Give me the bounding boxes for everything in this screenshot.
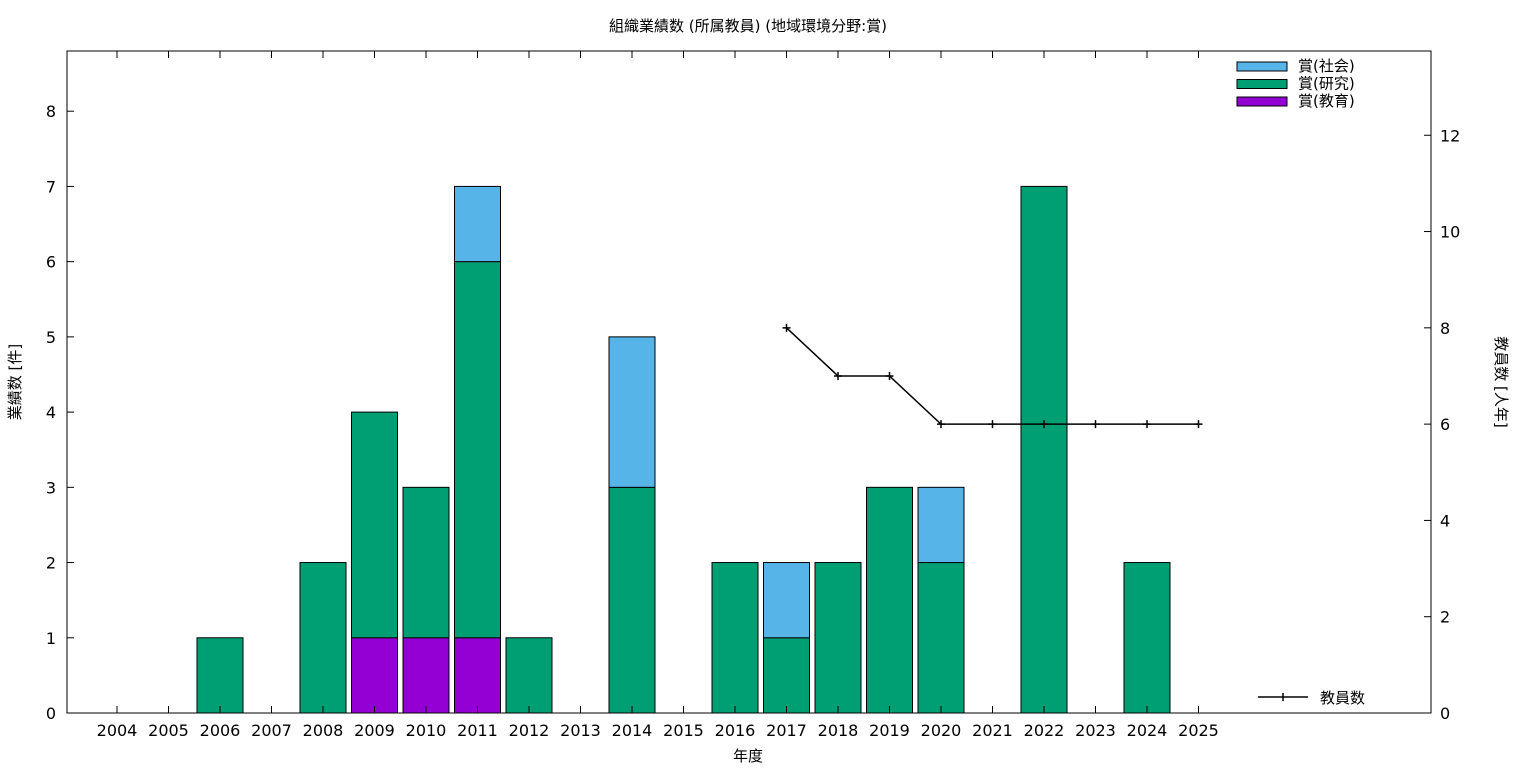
line-point xyxy=(988,420,997,429)
x-tick-label: 2017 xyxy=(766,721,807,740)
line-point xyxy=(1040,420,1048,429)
x-tick-label: 2005 xyxy=(148,721,189,740)
bar-賞(研究)-2012 xyxy=(505,637,553,714)
bar-賞(研究)-2010 xyxy=(402,486,450,639)
line-point xyxy=(782,323,791,332)
chart-title: 組織業績数 (所属教員) (地域環境分野:賞) xyxy=(609,17,887,35)
y-tick-label: 6 xyxy=(46,253,56,272)
y2-tick-label: 10 xyxy=(1440,223,1460,242)
bar-賞(研究)-2016 xyxy=(711,562,759,714)
x-tick-label: 2007 xyxy=(251,721,292,740)
plot-frame xyxy=(66,50,1432,714)
bar-賞(研究)-2014 xyxy=(608,486,656,714)
y-axis-title: 業績数 [件] xyxy=(6,344,24,420)
y-tick-label: 7 xyxy=(46,177,56,196)
x-tick-label: 2014 xyxy=(612,721,653,740)
x-tick-label: 2025 xyxy=(1178,721,1219,740)
x-tick-label: 2011 xyxy=(457,721,498,740)
bar-賞(教育)-2010 xyxy=(402,637,450,714)
y-tick-label: 2 xyxy=(46,554,56,573)
x-axis-title: 年度 xyxy=(733,747,763,765)
legend-swatch xyxy=(1236,96,1288,107)
x-tick-label: 2018 xyxy=(818,721,859,740)
legend-swatch xyxy=(1236,61,1288,72)
x-tick-label: 2006 xyxy=(200,721,241,740)
bar-賞(研究)-2011 xyxy=(454,261,501,639)
bar-賞(研究)-2006 xyxy=(196,637,244,714)
bar-賞(研究)-2022 xyxy=(1020,185,1068,714)
bar-賞(研究)-2008 xyxy=(299,562,347,714)
bar-賞(研究)-2017 xyxy=(763,637,810,714)
line-layer xyxy=(782,323,1203,429)
x-tick-label: 2016 xyxy=(715,721,756,740)
line-point xyxy=(1091,420,1100,429)
line-point xyxy=(1143,420,1151,429)
y-tick-label: 4 xyxy=(46,403,56,422)
y-tick-label: 0 xyxy=(46,704,56,723)
bar-賞(社会)-2017 xyxy=(763,562,810,639)
x-tick-label: 2013 xyxy=(560,721,601,740)
legend-line-label: 教員数 xyxy=(1320,689,1365,707)
y2-tick-label: 2 xyxy=(1440,608,1450,627)
line-point xyxy=(937,420,945,429)
x-tick-label: 2010 xyxy=(406,721,447,740)
y2-tick-label: 4 xyxy=(1440,511,1450,530)
x-tick-label: 2020 xyxy=(921,721,962,740)
y2-axis-title: 教員数 [人年] xyxy=(1492,336,1510,427)
bar-賞(社会)-2020 xyxy=(917,486,965,564)
legend: 賞(社会)賞(研究)賞(教育) 教員数 xyxy=(1236,57,1365,707)
x-tick-label: 2022 xyxy=(1024,721,1065,740)
bar-賞(研究)-2020 xyxy=(917,562,965,714)
bar-賞(社会)-2011 xyxy=(454,185,501,263)
y-tick-label: 8 xyxy=(46,102,56,121)
y2-tick-label: 0 xyxy=(1440,704,1450,723)
bar-賞(研究)-2018 xyxy=(814,562,862,714)
line-point xyxy=(834,371,842,380)
bar-賞(社会)-2014 xyxy=(608,336,656,488)
y2-tick-label: 12 xyxy=(1440,126,1460,145)
bar-賞(教育)-2011 xyxy=(454,637,501,714)
bar-賞(教育)-2009 xyxy=(351,637,398,714)
x-tick-label: 2021 xyxy=(972,721,1013,740)
x-tick-label: 2024 xyxy=(1127,721,1168,740)
legend-swatch xyxy=(1236,79,1288,89)
x-tick-label: 2023 xyxy=(1075,721,1116,740)
line-point xyxy=(885,371,894,380)
bar-layer xyxy=(196,185,1171,714)
legend-label: 賞(研究) xyxy=(1298,75,1355,93)
x-tick-label: 2015 xyxy=(663,721,704,740)
legend-label: 賞(社会) xyxy=(1298,57,1355,75)
line-point xyxy=(1194,420,1203,429)
bar-賞(研究)-2019 xyxy=(866,486,913,714)
y-tick-label: 1 xyxy=(46,629,56,648)
bar-賞(研究)-2009 xyxy=(351,411,398,639)
x-tick-label: 2009 xyxy=(354,721,395,740)
x-tick-label: 2004 xyxy=(97,721,138,740)
legend-label: 賞(教育) xyxy=(1298,92,1355,110)
y2-tick-label: 8 xyxy=(1440,319,1450,338)
y-tick-label: 5 xyxy=(46,328,56,347)
y-tick-label: 3 xyxy=(46,478,56,497)
x-tick-label: 2008 xyxy=(303,721,344,740)
x-tick-label: 2012 xyxy=(509,721,550,740)
y2-tick-label: 6 xyxy=(1440,415,1450,434)
x-tick-label: 2019 xyxy=(869,721,910,740)
bar-賞(研究)-2024 xyxy=(1123,562,1171,714)
line-教員数 xyxy=(785,327,1199,425)
